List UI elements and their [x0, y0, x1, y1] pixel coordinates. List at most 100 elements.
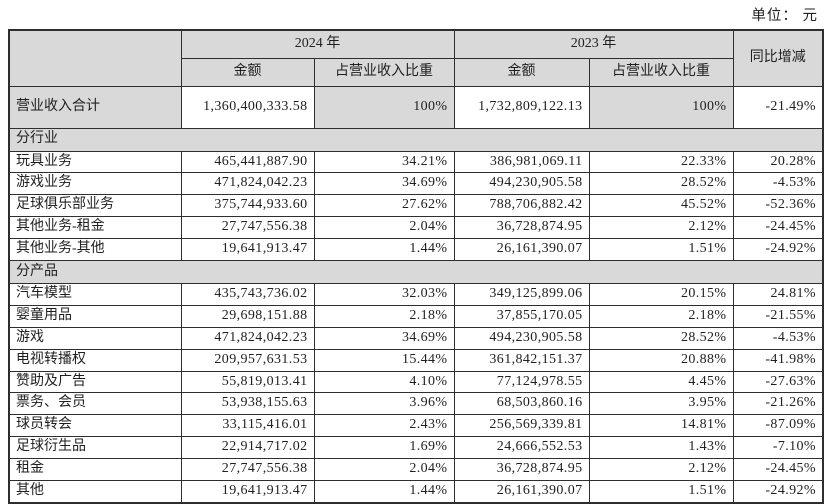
- cell-yoy: -21.49%: [732, 85, 824, 129]
- cell-amount-2024: 55,819,013.41: [180, 370, 315, 394]
- cell-yoy: -24.45%: [732, 216, 824, 240]
- cell-amount-2023: 26,161,390.07: [453, 238, 590, 261]
- row-label: 足球衍生品: [8, 436, 182, 460]
- corner-blank-cell: [8, 29, 182, 87]
- col-header-year-2024: 2024 年: [180, 29, 455, 59]
- cell-amount-2023: 1,732,809,122.13: [453, 85, 590, 129]
- cell-ratio-2024: 1.44%: [313, 479, 455, 504]
- section-title: 分产品: [8, 259, 824, 284]
- table-row: 玩具业务 465,441,887.90 34.21% 386,981,069.11 22…: [8, 150, 824, 174]
- cell-ratio-2024: 1.69%: [313, 436, 455, 460]
- cell-ratio-2023: 28.52%: [588, 326, 734, 350]
- cell-ratio-2023: 22.33%: [588, 150, 734, 174]
- col-header-ratio-2023: 占营业收入比重: [588, 57, 734, 87]
- col-header-amount-2024: 金额: [180, 57, 315, 87]
- cell-amount-2023: 77,124,978.55: [453, 370, 590, 394]
- table-row: 票务、会员 53,938,155.63 3.96% 68,503,860.16 3.95…: [8, 392, 824, 416]
- cell-amount-2024: 29,698,151.88: [180, 304, 315, 328]
- cell-ratio-2023: 1.51%: [588, 238, 734, 261]
- row-label: 游戏: [8, 326, 182, 350]
- row-label: 赞助及广告: [8, 370, 182, 394]
- cell-yoy: 20.28%: [732, 150, 824, 174]
- table-row: 婴童用品 29,698,151.88 2.18% 37,855,170.05 2.18%…: [8, 304, 824, 328]
- cell-ratio-2024: 2.18%: [313, 304, 455, 328]
- table-row: 其他业务-其他 19,641,913.47 1.44% 26,161,390.07 1.…: [8, 238, 824, 261]
- cell-ratio-2024: 4.10%: [313, 370, 455, 394]
- table-row: 游戏业务 471,824,042.23 34.69% 494,230,905.58 28…: [8, 172, 824, 196]
- cell-amount-2023: 256,569,339.81: [453, 414, 590, 438]
- table-row: 其他 19,641,913.47 1.44% 26,161,390.07 1.51% -2…: [8, 479, 824, 504]
- row-label: 其他业务-租金: [8, 216, 182, 240]
- row-label: 其他业务-其他: [8, 238, 182, 261]
- cell-amount-2023: 349,125,899.06: [453, 282, 590, 306]
- row-label: 票务、会员: [8, 392, 182, 416]
- section-header-row: 分产品: [8, 259, 824, 284]
- cell-amount-2023: 68,503,860.16: [453, 392, 590, 416]
- table-row: 电视转播权 209,957,631.53 15.44% 361,842,151.37 2…: [8, 348, 824, 372]
- cell-yoy: -4.53%: [732, 172, 824, 196]
- cell-ratio-2023: 45.52%: [588, 194, 734, 218]
- revenue-breakdown-table: 2024 年 2023 年 同比增减 金额 占营业收入比重 金额 占营业收入比重…: [8, 29, 824, 504]
- row-label: 电视转播权: [8, 348, 182, 372]
- cell-yoy: -21.55%: [732, 304, 824, 328]
- cell-yoy: -4.53%: [732, 326, 824, 350]
- row-label: 游戏业务: [8, 172, 182, 196]
- cell-amount-2023: 361,842,151.37: [453, 348, 590, 372]
- cell-amount-2024: 209,957,631.53: [180, 348, 315, 372]
- cell-amount-2024: 19,641,913.47: [180, 479, 315, 504]
- cell-amount-2024: 471,824,042.23: [180, 326, 315, 350]
- cell-ratio-2023: 2.12%: [588, 458, 734, 481]
- cell-yoy: 24.81%: [732, 282, 824, 306]
- row-label: 球员转会: [8, 414, 182, 438]
- cell-amount-2024: 33,115,416.01: [180, 414, 315, 438]
- cell-amount-2024: 27,747,556.38: [180, 216, 315, 240]
- cell-ratio-2024: 100%: [313, 85, 455, 129]
- table-row: 汽车模型 435,743,736.02 32.03% 349,125,899.06 20…: [8, 282, 824, 306]
- row-label: 租金: [8, 458, 182, 481]
- cell-amount-2024: 375,744,933.60: [180, 194, 315, 218]
- cell-amount-2023: 26,161,390.07: [453, 479, 590, 504]
- cell-amount-2024: 22,914,717.02: [180, 436, 315, 460]
- cell-amount-2024: 19,641,913.47: [180, 238, 315, 261]
- table-row: 足球衍生品 22,914,717.02 1.69% 24,666,552.53 1.43…: [8, 436, 824, 460]
- cell-yoy: -52.36%: [732, 194, 824, 218]
- cell-ratio-2024: 1.44%: [313, 238, 455, 261]
- row-label: 婴童用品: [8, 304, 182, 328]
- row-label: 汽车模型: [8, 282, 182, 306]
- cell-yoy: -87.09%: [732, 414, 824, 438]
- row-label: 其他: [8, 479, 182, 504]
- cell-ratio-2023: 3.95%: [588, 392, 734, 416]
- section-header-row: 分行业: [8, 127, 824, 152]
- cell-amount-2023: 494,230,905.58: [453, 172, 590, 196]
- cell-yoy: -41.98%: [732, 348, 824, 372]
- cell-amount-2024: 27,747,556.38: [180, 458, 315, 481]
- cell-ratio-2024: 27.62%: [313, 194, 455, 218]
- cell-ratio-2023: 1.51%: [588, 479, 734, 504]
- cell-amount-2023: 386,981,069.11: [453, 150, 590, 174]
- cell-amount-2023: 37,855,170.05: [453, 304, 590, 328]
- cell-ratio-2023: 14.81%: [588, 414, 734, 438]
- cell-ratio-2023: 28.52%: [588, 172, 734, 196]
- cell-ratio-2024: 2.43%: [313, 414, 455, 438]
- unit-label: 单位： 元: [751, 8, 818, 24]
- table-row: 足球俱乐部业务 375,744,933.60 27.62% 788,706,882.4…: [8, 194, 824, 218]
- cell-amount-2024: 53,938,155.63: [180, 392, 315, 416]
- cell-ratio-2024: 34.21%: [313, 150, 455, 174]
- cell-yoy: -7.10%: [732, 436, 824, 460]
- cell-yoy: -24.92%: [732, 479, 824, 504]
- table-row: 租金 27,747,556.38 2.04% 36,728,874.95 2.12% -2…: [8, 458, 824, 481]
- cell-amount-2024: 465,441,887.90: [180, 150, 315, 174]
- col-header-year-2023: 2023 年: [453, 29, 734, 59]
- row-label: 营业收入合计: [8, 85, 182, 129]
- cell-amount-2023: 36,728,874.95: [453, 216, 590, 240]
- col-header-yoy: 同比增减: [732, 29, 824, 87]
- cell-yoy: -21.26%: [732, 392, 824, 416]
- cell-amount-2024: 471,824,042.23: [180, 172, 315, 196]
- table-row: 游戏 471,824,042.23 34.69% 494,230,905.58 28.5…: [8, 326, 824, 350]
- cell-ratio-2024: 3.96%: [313, 392, 455, 416]
- cell-yoy: -27.63%: [732, 370, 824, 394]
- table-row: 赞助及广告 55,819,013.41 4.10% 77,124,978.55 4.45…: [8, 370, 824, 394]
- cell-amount-2023: 36,728,874.95: [453, 458, 590, 481]
- cell-ratio-2023: 100%: [588, 85, 734, 129]
